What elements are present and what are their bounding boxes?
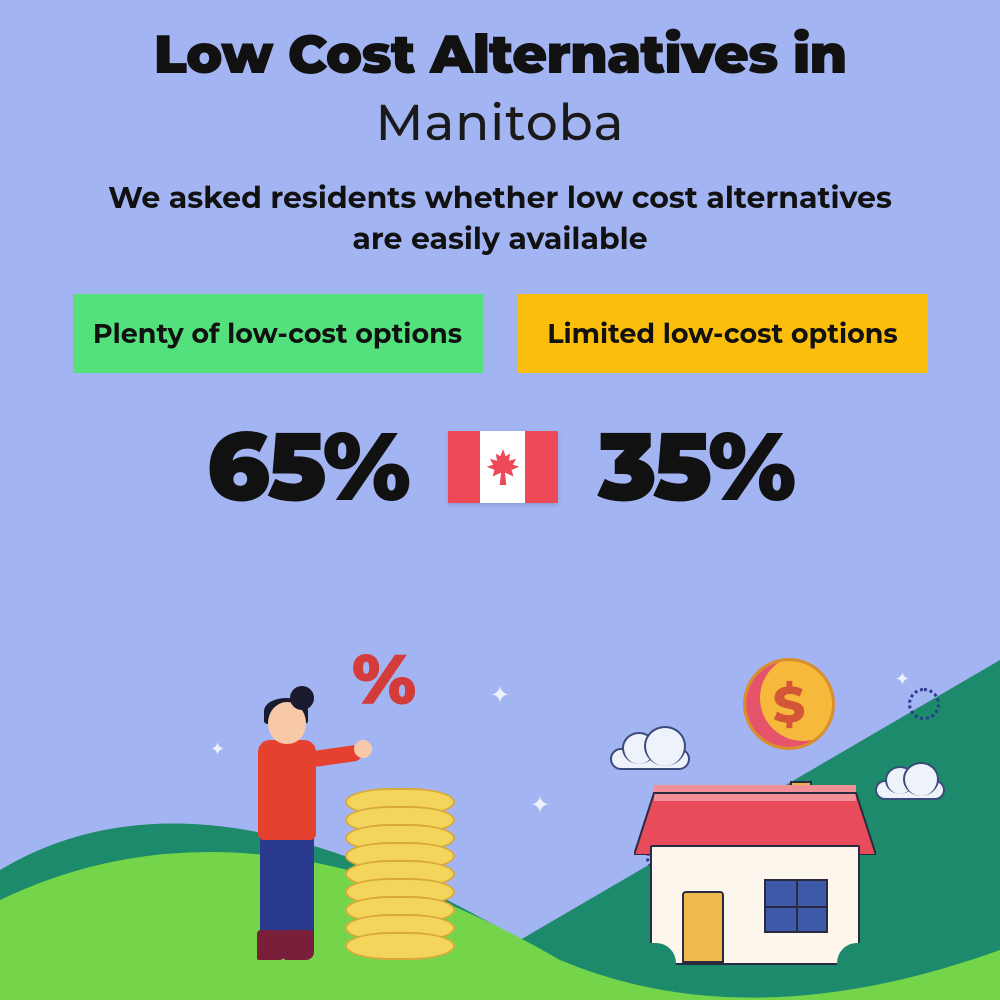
cloud-icon: [610, 748, 690, 770]
option-box-plenty: Plenty of low-cost options: [73, 294, 483, 373]
description-text: We asked residents whether low cost alte…: [100, 178, 900, 259]
person-hand: [354, 740, 372, 758]
canada-flag-icon: [448, 431, 558, 503]
percent-left: 65%: [207, 408, 408, 525]
infographic-canvas: Low Cost Alternatives in Manitoba We ask…: [0, 0, 1000, 1000]
person-icon: [222, 680, 332, 960]
coin-stack-icon: [345, 798, 455, 960]
sparkle-icon: ✦: [490, 681, 510, 710]
bush-icon: [837, 943, 885, 973]
percent-sign-icon: %: [352, 636, 416, 722]
bush-icon: [620, 943, 676, 973]
option-box-limited: Limited low-cost options: [518, 294, 928, 373]
house-icon: [640, 785, 870, 965]
sparkle-icon: ✦: [530, 791, 550, 820]
option-boxes-row: Plenty of low-cost options Limited low-c…: [0, 294, 1000, 373]
flag-red-left: [448, 431, 480, 503]
flag-white-center: [480, 431, 525, 503]
house-window: [764, 879, 828, 933]
cloud-icon: [875, 780, 945, 800]
dotted-circle-icon: [908, 688, 940, 720]
percent-row: 65% 35%: [0, 408, 1000, 525]
house-body: [650, 845, 860, 965]
person-boot: [284, 930, 314, 960]
dollar-sign: $: [773, 674, 805, 735]
maple-leaf-icon: [486, 449, 520, 485]
main-title: Low Cost Alternatives in: [0, 0, 1000, 84]
sparkle-icon: ✦: [895, 668, 910, 690]
person-bun: [290, 686, 314, 710]
house-door: [682, 891, 724, 963]
percent-right: 35%: [598, 408, 793, 525]
person-torso: [258, 740, 316, 840]
flag-red-right: [525, 431, 557, 503]
person-boot: [257, 930, 287, 960]
dollar-coin-icon: $: [743, 658, 835, 750]
subtitle-region: Manitoba: [0, 92, 1000, 153]
illustration-area: $ ✦ ✦ ✦ ✦ %: [0, 620, 1000, 1000]
person-legs: [260, 835, 314, 935]
